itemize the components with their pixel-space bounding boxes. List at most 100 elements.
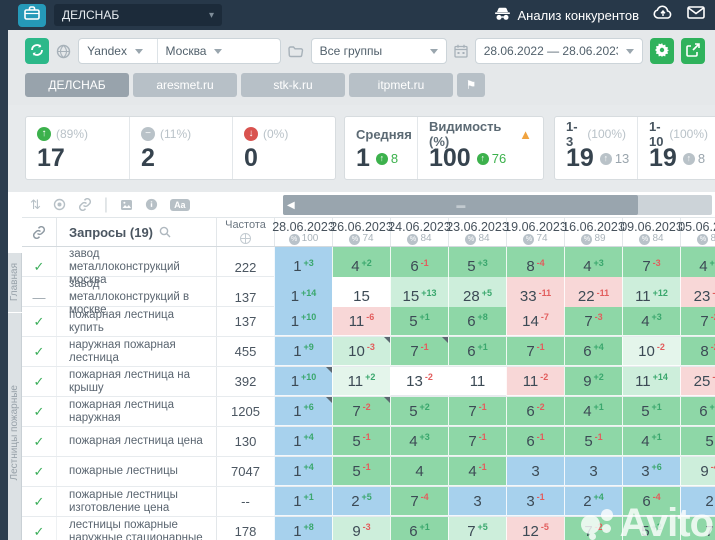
query-cell[interactable]: пожарная лестница на крышу — [56, 367, 216, 396]
position-cell[interactable]: 7-2 — [564, 517, 622, 540]
target-icon[interactable] — [53, 198, 66, 211]
query-cell[interactable]: завод металлоконструкций москва — [56, 247, 216, 288]
position-cell[interactable]: 3 — [448, 487, 506, 516]
query-cell[interactable]: пожарная лестница цена — [56, 427, 216, 456]
position-cell[interactable]: 6 -2 — [506, 397, 564, 426]
position-cell[interactable]: 4+3 — [622, 307, 680, 336]
position-cell[interactable]: 6+5 — [680, 397, 715, 426]
position-cell[interactable]: 1 +4 — [274, 427, 332, 456]
tab-aresmet.ru[interactable]: aresmet.ru — [133, 73, 237, 97]
position-cell[interactable]: 7 -1 — [390, 337, 448, 366]
date-column-header[interactable]: 26.06.2023% 74 — [330, 218, 393, 246]
query-cell[interactable]: пожарные лестницы изготовление цена — [56, 487, 216, 516]
position-cell[interactable]: 4 — [390, 457, 448, 486]
position-cell[interactable]: 1 +9 — [274, 337, 332, 366]
row-status-cell[interactable]: ✓ — [22, 397, 56, 426]
group-filter-select[interactable]: Все группы — [310, 38, 447, 64]
position-cell[interactable]: 6 +1 — [448, 337, 506, 366]
cloud-sync-icon[interactable] — [653, 5, 673, 25]
position-cell[interactable]: 11 +2 — [332, 367, 390, 396]
tab-itpmet.ru[interactable]: itpmet.ru — [349, 73, 453, 97]
position-cell[interactable]: 1 +8 — [274, 517, 332, 540]
row-status-cell[interactable]: ✓ — [22, 307, 56, 336]
position-cell[interactable]: 6 -4 — [622, 487, 680, 516]
position-cell[interactable]: 4 +1 — [564, 397, 622, 426]
row-status-cell[interactable]: ✓ — [22, 487, 56, 516]
sort-icon[interactable]: ⇅ — [30, 196, 41, 212]
row-status-cell[interactable]: ✓ — [22, 367, 56, 396]
position-cell[interactable]: 9 -3 — [332, 517, 390, 540]
position-cell[interactable]: 11 +14 — [622, 367, 680, 396]
position-cell[interactable]: 2 +5 — [332, 487, 390, 516]
date-column-header[interactable]: 28.06.2023% 100 — [272, 218, 335, 246]
position-cell[interactable]: 7-2 — [680, 307, 715, 336]
row-status-cell[interactable]: ✓ — [22, 247, 56, 288]
position-cell[interactable]: 11 -6 — [332, 307, 390, 336]
row-status-cell[interactable]: ✓ — [22, 337, 56, 366]
region-select[interactable]: Москва — [156, 39, 280, 63]
image-icon[interactable] — [120, 199, 133, 211]
position-cell[interactable]: 5 — [680, 427, 715, 456]
position-cell[interactable]: 7 -3 — [564, 307, 622, 336]
info-icon[interactable] — [145, 198, 158, 211]
date-range-select[interactable]: 28.06.2022 — 28.06.2023 — [474, 38, 643, 64]
query-cell[interactable]: лестницы пожарные наружные стационарные — [56, 517, 216, 540]
row-status-cell[interactable]: ✓ — [22, 457, 56, 486]
position-cell[interactable]: 7 -1 — [448, 427, 506, 456]
position-cell[interactable]: 13 -2 — [390, 367, 448, 396]
position-cell[interactable]: 5 +1 — [622, 397, 680, 426]
position-cell[interactable]: 2 +4 — [564, 487, 622, 516]
position-cell[interactable]: 4 +1 — [622, 427, 680, 456]
text-format-icon[interactable]: Aa — [170, 198, 190, 211]
queries-column-header[interactable]: Запросы (19) — [56, 218, 216, 246]
position-cell[interactable]: 1 +4 — [274, 457, 332, 486]
refresh-button[interactable] — [25, 38, 50, 64]
position-cell[interactable]: 6 +4 — [564, 337, 622, 366]
horizontal-scrollbar-track[interactable]: ◀ ▬ — [283, 195, 712, 215]
row-status-cell[interactable]: ✓ — [22, 517, 56, 540]
link-column-header[interactable] — [22, 218, 56, 246]
project-selector[interactable]: ДЕЛСНАБ ▾ — [54, 4, 222, 26]
position-cell[interactable]: 5 -1 — [332, 427, 390, 456]
position-cell[interactable]: 6 -1 — [506, 427, 564, 456]
position-cell[interactable]: 10 -2 — [622, 337, 680, 366]
position-cell[interactable]: 2 — [680, 487, 715, 516]
search-engine-select[interactable]: Yandex — [79, 39, 156, 63]
position-cell[interactable]: 1 +6 — [274, 397, 332, 426]
group-label-Лестницы пожарные[interactable]: Лестницы пожарные — [8, 313, 22, 540]
settings-button[interactable] — [649, 38, 674, 64]
position-cell[interactable]: 3 — [506, 457, 564, 486]
group-label-Главная[interactable]: Главная — [8, 253, 22, 312]
position-cell[interactable]: 7 +5 — [448, 517, 506, 540]
date-column-header[interactable]: 23.06.2023% 84 — [446, 218, 509, 246]
mail-icon[interactable] — [687, 6, 705, 24]
position-cell[interactable]: 11 — [448, 367, 506, 396]
query-cell[interactable]: пожарные лестницы — [56, 457, 216, 486]
position-cell[interactable]: 1 +1 — [274, 487, 332, 516]
search-icon[interactable] — [159, 226, 171, 238]
query-cell[interactable]: наружная пожарная лестница — [56, 337, 216, 366]
query-cell[interactable]: пожарная лестница купить — [56, 307, 216, 336]
engine-region-select[interactable]: Yandex Москва — [78, 38, 281, 64]
query-cell[interactable]: завод металлоконструкций в москве — [56, 277, 216, 318]
position-cell[interactable]: 5 -1 — [332, 457, 390, 486]
position-cell[interactable]: 7 -1 — [448, 397, 506, 426]
export-button[interactable] — [680, 38, 705, 64]
date-column-header[interactable]: 09.06.2023% 84 — [620, 218, 683, 246]
position-cell[interactable]: 7 -4 — [390, 487, 448, 516]
date-column-header[interactable]: 19.06.2023% 74 — [504, 218, 567, 246]
position-cell[interactable]: 1 +10 — [274, 367, 332, 396]
position-cell[interactable]: 10 -3 — [332, 337, 390, 366]
app-logo-button[interactable] — [18, 3, 46, 27]
position-cell[interactable]: 5 +2 — [622, 517, 680, 540]
position-cell[interactable]: 3 +6 — [622, 457, 680, 486]
position-cell[interactable]: 7-2 — [332, 397, 390, 426]
date-column-header[interactable]: 05.06.2023%84 — [678, 218, 715, 246]
tab-stk-k.ru[interactable]: stk-k.ru — [241, 73, 345, 97]
query-cell[interactable]: пожарная лестница наружная — [56, 397, 216, 426]
position-cell[interactable]: 14 -7 — [506, 307, 564, 336]
position-cell[interactable]: 12 -5 — [506, 517, 564, 540]
row-status-cell[interactable]: — — [22, 277, 56, 318]
position-cell[interactable]: 4 -1 — [448, 457, 506, 486]
flag-button[interactable]: ⚑ — [457, 73, 485, 97]
